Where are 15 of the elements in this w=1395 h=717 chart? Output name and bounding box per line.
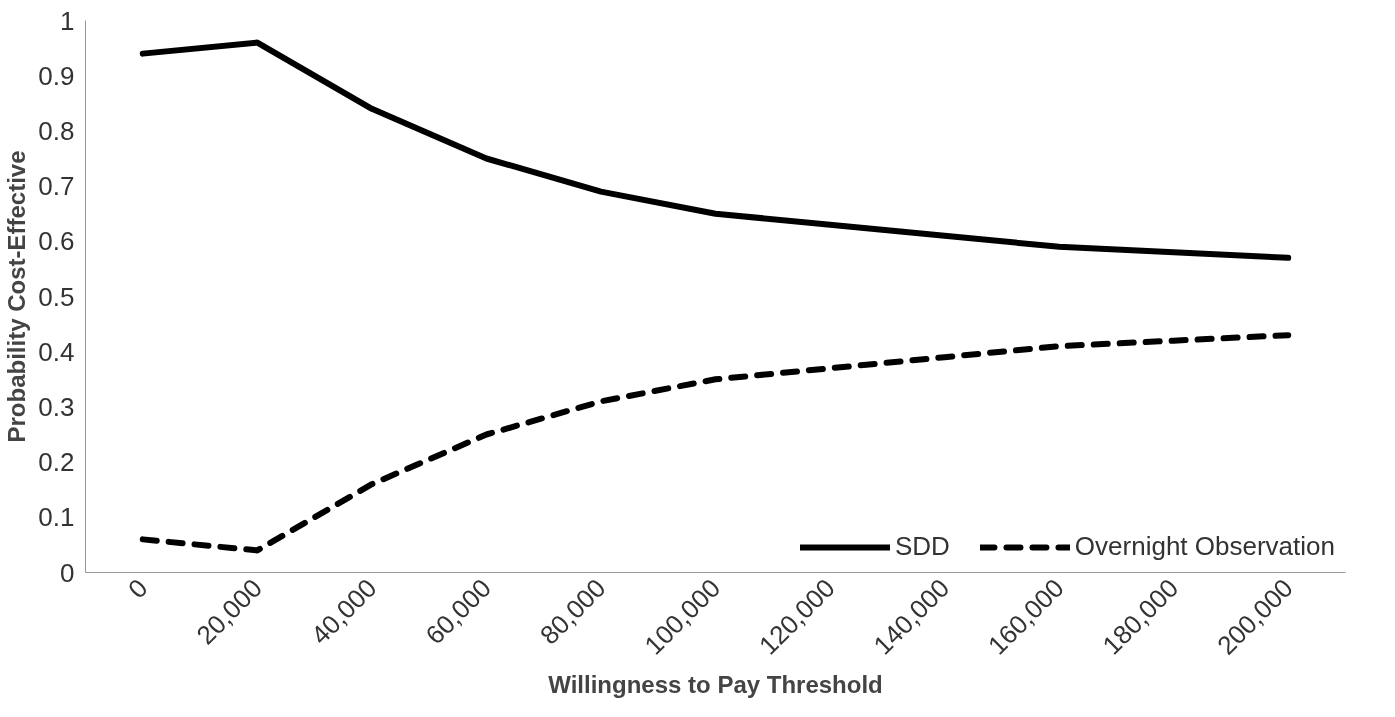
y-tick-label: 0.5 xyxy=(38,281,75,312)
y-axis-title: Probability Cost-Effective xyxy=(3,150,31,443)
y-tick-label: 0.4 xyxy=(38,336,75,367)
y-tick-label: 0.7 xyxy=(38,171,75,202)
y-tick-label: 0.1 xyxy=(38,502,75,533)
legend-label: SDD xyxy=(894,531,950,562)
y-tick-label: 0.2 xyxy=(38,447,75,478)
legend-label: Overnight Observation xyxy=(1074,531,1335,562)
y-tick-label: 0.9 xyxy=(38,60,75,91)
y-tick-label: 0.3 xyxy=(38,391,75,422)
x-axis-title: Willingness to Pay Threshold xyxy=(548,670,883,698)
y-tick-label: 0.6 xyxy=(38,226,75,257)
y-tick-label: 0.8 xyxy=(38,115,75,146)
y-tick-label: 1 xyxy=(60,5,75,36)
x-tick-label: 0 xyxy=(121,572,154,605)
